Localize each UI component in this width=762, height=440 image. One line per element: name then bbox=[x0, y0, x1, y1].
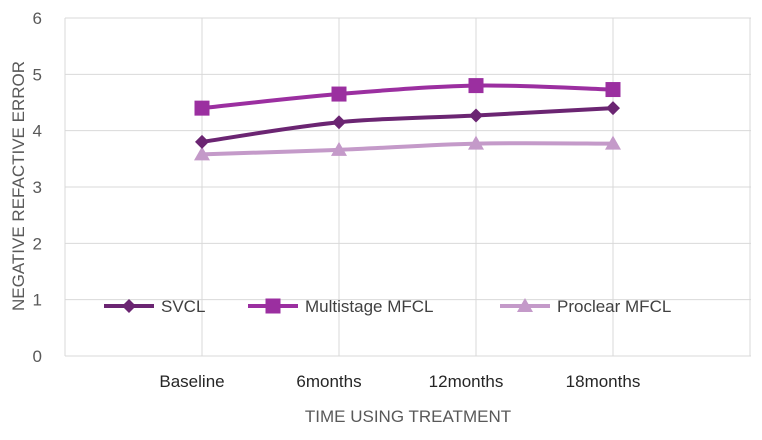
x-tick-label: 12months bbox=[429, 372, 504, 391]
legend-label: SVCL bbox=[161, 297, 205, 316]
data-point bbox=[331, 141, 347, 156]
data-point bbox=[469, 108, 483, 123]
legend-label: Proclear MFCL bbox=[557, 297, 671, 316]
x-tick-label: 6months bbox=[296, 372, 361, 391]
legend-marker bbox=[122, 299, 136, 313]
data-point bbox=[194, 100, 210, 116]
y-tick-label: 5 bbox=[33, 65, 42, 84]
y-tick-label: 1 bbox=[33, 291, 42, 310]
data-point bbox=[194, 146, 210, 161]
series-line bbox=[200, 83, 615, 111]
grid bbox=[64, 17, 751, 357]
data-point bbox=[605, 135, 621, 150]
legend-marker bbox=[265, 298, 281, 314]
series bbox=[194, 78, 621, 161]
y-axis-title: NEGATIVE REFACTIVE ERROR bbox=[9, 61, 28, 311]
y-tick-label: 6 bbox=[33, 9, 42, 28]
legend-item: SVCL bbox=[104, 297, 205, 316]
x-tick-label: 18months bbox=[566, 372, 641, 391]
x-tick-label: Baseline bbox=[159, 372, 224, 391]
x-axis-ticks: Baseline 6months 12months 18months bbox=[159, 372, 640, 391]
data-point bbox=[468, 135, 484, 150]
series-multistage-mfcl bbox=[194, 78, 621, 116]
y-tick-label: 4 bbox=[33, 122, 42, 141]
data-point bbox=[605, 82, 621, 98]
series-line bbox=[200, 106, 615, 144]
y-tick-label: 2 bbox=[33, 234, 42, 253]
legend-item: Multistage MFCL bbox=[248, 297, 433, 316]
data-point bbox=[332, 115, 346, 130]
legend: SVCL Multistage MFCL Proclear MFCL bbox=[104, 297, 671, 316]
y-tick-label: 3 bbox=[33, 178, 42, 197]
data-point bbox=[606, 101, 620, 116]
legend-label: Multistage MFCL bbox=[305, 297, 433, 316]
series-line bbox=[200, 141, 615, 157]
y-tick-label: 0 bbox=[33, 347, 42, 366]
legend-item: Proclear MFCL bbox=[500, 297, 671, 316]
x-axis-title: TIME USING TREATMENT bbox=[305, 407, 511, 426]
legend-marker bbox=[517, 298, 533, 312]
data-point bbox=[195, 134, 209, 149]
data-point bbox=[331, 86, 347, 102]
series-proclear-mfcl bbox=[194, 135, 621, 161]
series-svcl bbox=[195, 101, 620, 149]
y-axis-ticks: 0 1 2 3 4 5 6 bbox=[33, 9, 42, 366]
data-point bbox=[468, 78, 484, 94]
